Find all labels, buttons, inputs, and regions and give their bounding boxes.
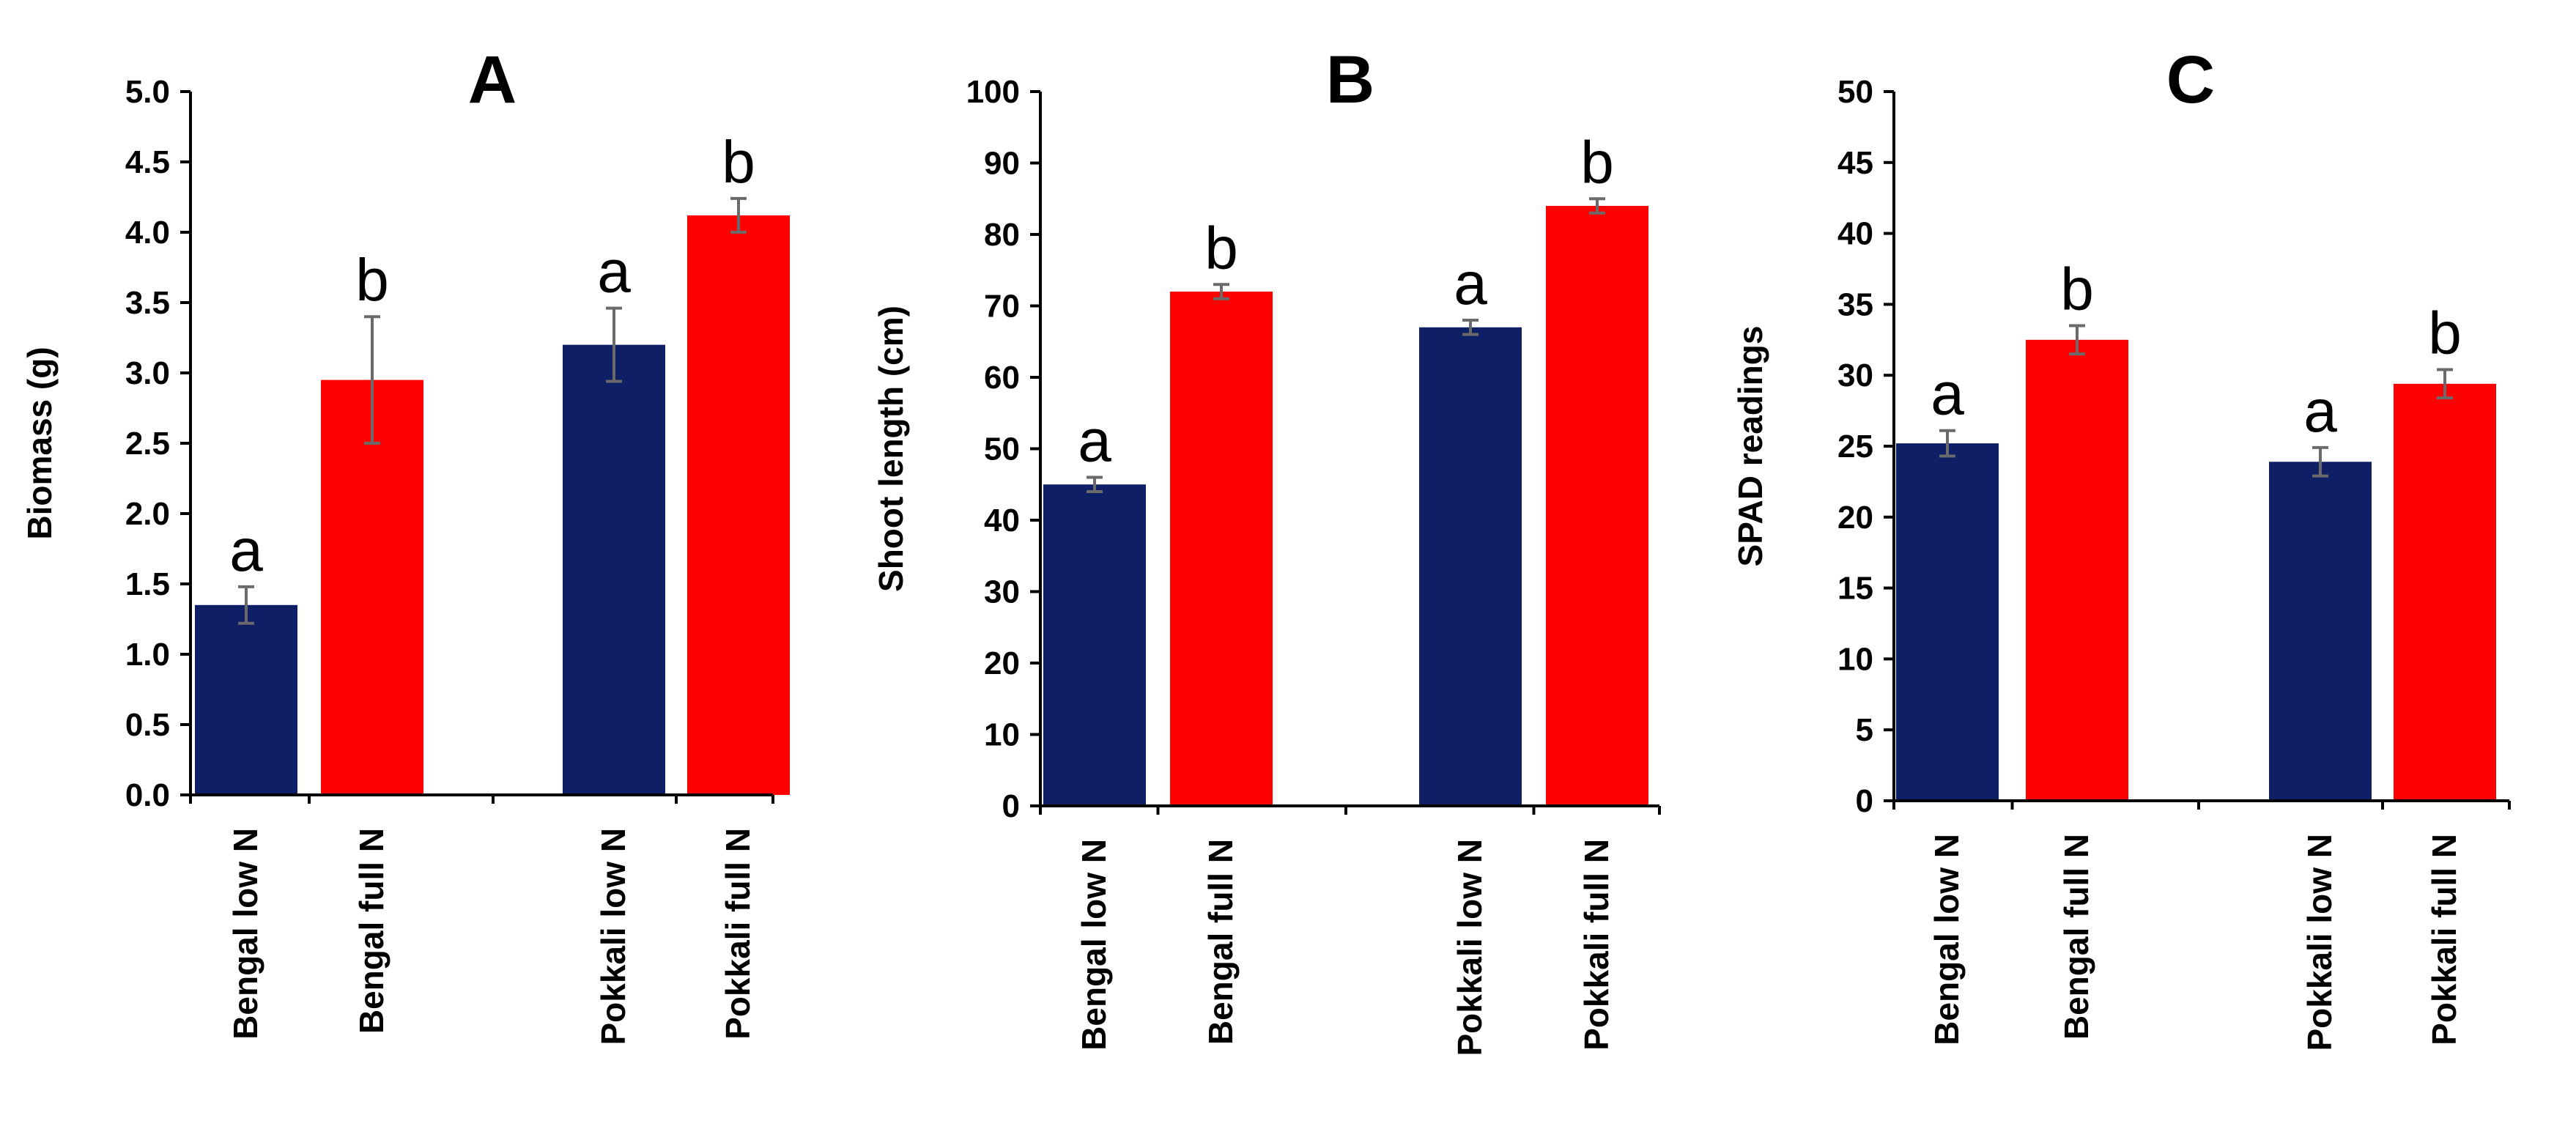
y-tick-label: 4.0 (125, 215, 170, 251)
panel-title: B (1326, 42, 1374, 117)
significance-label: a (1454, 251, 1487, 317)
category-label: Bengal full N (2057, 834, 2095, 1040)
y-tick-label: 2.5 (125, 426, 170, 462)
category-label: Bengal full N (1202, 839, 1240, 1045)
category-label: Pokkali low N (2301, 834, 2339, 1051)
significance-label: b (2428, 300, 2462, 366)
y-tick-label: 0 (1002, 788, 1020, 824)
bar (1546, 206, 1648, 806)
panel-title: C (2166, 42, 2215, 117)
bar (321, 380, 423, 795)
category-label: Bengal low N (1075, 839, 1113, 1051)
y-tick-label: 3.5 (125, 285, 170, 321)
y-tick-label: 100 (966, 74, 1020, 110)
significance-label: a (229, 517, 263, 584)
significance-label: a (1078, 408, 1111, 475)
chart-panel-1: 0 10 20 30 40 50 60 70 80 90 100 a Bengal low N b Beng… (872, 42, 1661, 1056)
significance-label: b (355, 247, 389, 314)
y-axis-label: Shoot length (cm) (872, 306, 910, 592)
category-label: Bengal full N (352, 828, 391, 1034)
chart-panel-0: 0.0 0.5 1.0 1.5 2.0 2.5 3.0 3.5 4.0 4.5 5.0 a Bengal… (21, 42, 790, 1045)
y-tick-label: 20 (984, 645, 1020, 681)
y-tick-label: 45 (1837, 145, 1873, 181)
bar (2026, 339, 2128, 801)
y-tick-label: 2.0 (125, 496, 170, 532)
bar (2269, 462, 2372, 801)
chart-panel-2: 0 5 10 15 20 25 30 35 40 45 50 a Bengal low N b Bengal… (1731, 42, 2511, 1051)
significance-label: a (597, 239, 631, 306)
y-tick-label: 70 (984, 289, 1020, 325)
y-tick-label: 0.0 (125, 777, 170, 813)
bar (1043, 484, 1146, 806)
bar (1896, 443, 1999, 801)
y-tick-label: 35 (1837, 286, 1873, 322)
y-axis-label: SPAD readings (1731, 326, 1769, 567)
y-tick-label: 25 (1837, 429, 1873, 464)
bar (195, 604, 297, 795)
y-tick-label: 40 (1837, 216, 1873, 252)
y-tick-label: 10 (984, 717, 1020, 753)
y-tick-label: 50 (1837, 74, 1873, 110)
y-tick-label: 4.5 (125, 144, 170, 180)
bar (1170, 292, 1273, 806)
y-tick-label: 5.0 (125, 74, 170, 110)
y-tick-label: 0.5 (125, 707, 170, 743)
category-label: Pokkali full N (719, 828, 757, 1040)
bar (2394, 383, 2496, 801)
y-tick-label: 40 (984, 503, 1020, 538)
y-tick-label: 10 (1837, 641, 1873, 677)
significance-label: b (722, 129, 755, 196)
bar (1419, 327, 1522, 806)
y-tick-label: 20 (1837, 500, 1873, 536)
bar (687, 215, 790, 796)
y-tick-label: 5 (1856, 712, 1873, 748)
y-tick-label: 15 (1837, 571, 1873, 607)
y-tick-label: 50 (984, 432, 1020, 467)
significance-label: a (1931, 361, 1964, 428)
category-label: Pokkali full N (2425, 834, 2463, 1045)
significance-label: b (2060, 256, 2094, 322)
significance-label: b (1580, 129, 1614, 196)
y-tick-label: 30 (984, 574, 1020, 610)
category-label: Pokkali low N (1451, 839, 1489, 1056)
y-tick-label: 1.5 (125, 566, 170, 602)
category-label: Bengal low N (1928, 834, 1966, 1045)
y-tick-label: 30 (1837, 358, 1873, 393)
category-label: Pokkali full N (1577, 839, 1615, 1051)
category-label: Bengal low N (226, 828, 264, 1040)
y-tick-label: 3.0 (125, 355, 170, 391)
bar (563, 344, 665, 796)
significance-label: b (1204, 215, 1238, 281)
y-tick-label: 90 (984, 146, 1020, 182)
panel-title: A (468, 42, 517, 117)
y-tick-label: 60 (984, 360, 1020, 396)
y-tick-label: 1.0 (125, 637, 170, 673)
category-label: Pokkali low N (594, 828, 632, 1045)
y-axis-label: Biomass (g) (21, 347, 59, 539)
significance-label: a (2303, 378, 2337, 445)
y-tick-label: 80 (984, 217, 1020, 253)
y-tick-label: 0 (1856, 783, 1873, 819)
